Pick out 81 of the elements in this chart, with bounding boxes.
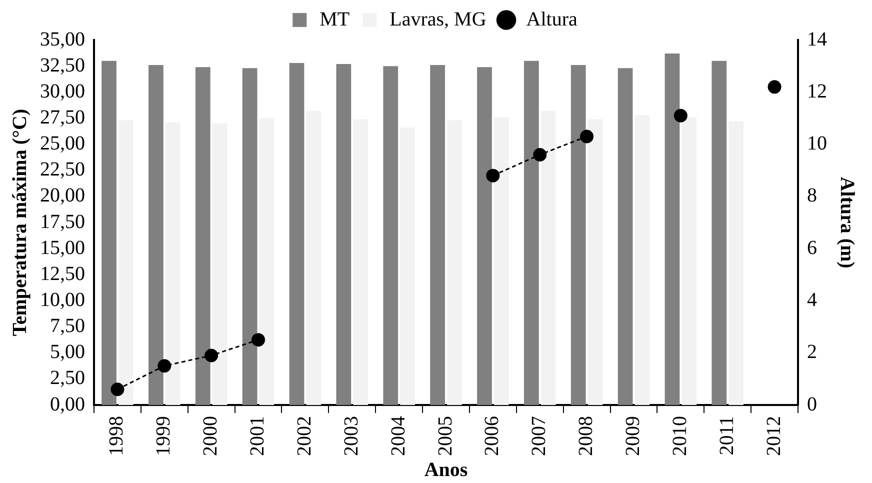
y-tick-label: 15,00	[40, 236, 85, 259]
bar	[430, 65, 445, 405]
bar	[306, 110, 322, 405]
legend-label: Altura	[526, 8, 578, 30]
y-tick-label: 12,50	[40, 262, 85, 285]
point	[533, 148, 547, 162]
bar	[195, 67, 210, 405]
bar	[447, 120, 462, 405]
bar	[165, 122, 180, 405]
bar	[212, 123, 228, 405]
legend-label: MT	[320, 8, 350, 30]
x-axis-title: Anos	[424, 459, 468, 482]
x-tick-label: 1999	[152, 416, 175, 456]
bar	[712, 60, 727, 405]
point	[674, 108, 688, 122]
y-tick-label: 30,00	[40, 80, 85, 102]
bar	[102, 60, 116, 405]
x-tick-label: 1998	[106, 416, 128, 456]
y-tick-label: 32,50	[40, 54, 85, 76]
y-tick-label: 5,00	[50, 341, 85, 364]
bar	[494, 117, 509, 405]
legend-label: Lavras, MG	[390, 8, 486, 30]
x-tick-label: 2008	[575, 416, 598, 456]
bar	[682, 117, 697, 405]
y-tick-label: 17,50	[40, 210, 85, 233]
bar	[477, 67, 492, 405]
bar	[400, 128, 415, 405]
point	[110, 382, 124, 396]
x-tick-label: 2009	[622, 416, 644, 456]
point	[768, 80, 782, 94]
y2-tick-label: 12	[807, 80, 827, 102]
bar	[289, 62, 304, 405]
y2-tick-label: 14	[807, 28, 827, 50]
y2-tick-label: 0	[807, 393, 817, 416]
y-axis-title: Temperatura máxima (°C)	[9, 108, 32, 336]
point	[204, 348, 218, 362]
bar	[540, 110, 556, 405]
x-tick-label: 2001	[246, 416, 269, 456]
y-tick-label: 7,50	[50, 315, 85, 338]
bar	[353, 119, 368, 405]
bar	[259, 118, 274, 405]
x-tick-label: 2004	[387, 416, 410, 456]
bar	[588, 119, 603, 405]
point	[580, 130, 594, 144]
y-tick-label: 20,00	[40, 184, 85, 207]
y2-tick-label: 8	[807, 184, 817, 207]
bar	[242, 68, 258, 405]
bar	[336, 64, 352, 405]
y-tick-label: 27,50	[40, 106, 85, 128]
bar	[634, 115, 650, 405]
bar	[570, 65, 586, 405]
y-tick-label: 22,50	[40, 158, 85, 181]
y2-tick-label: 10	[807, 132, 827, 155]
bar	[524, 60, 539, 405]
x-tick-label: 2007	[528, 416, 550, 456]
x-tick-label: 2003	[340, 416, 362, 456]
x-tick-label: 2012	[762, 416, 785, 456]
point	[486, 168, 500, 182]
point	[158, 359, 172, 373]
y-tick-label: 10,00	[40, 288, 85, 311]
bar	[118, 120, 134, 405]
y2-axis-title: Altura (m)	[836, 176, 858, 268]
y-tick-label: 2,50	[50, 367, 85, 390]
bar	[728, 121, 744, 405]
y2-tick-label: 2	[807, 341, 817, 364]
y-tick-label: 35,00	[40, 28, 85, 50]
x-tick-label: 2010	[668, 416, 691, 456]
x-tick-label: 2006	[481, 416, 504, 456]
bar	[664, 54, 680, 405]
bar	[383, 66, 398, 405]
x-tick-label: 2000	[200, 416, 222, 456]
x-tick-label: 2011	[716, 416, 738, 456]
y-tick-label: 0,00	[50, 393, 85, 416]
bar	[148, 65, 164, 405]
bar	[618, 68, 633, 405]
x-tick-label: 2002	[293, 416, 316, 456]
y-tick-label: 25,00	[40, 132, 85, 155]
point	[252, 333, 266, 347]
y2-tick-label: 6	[807, 236, 817, 259]
x-tick-label: 2005	[434, 416, 456, 456]
y2-tick-label: 4	[807, 288, 817, 311]
